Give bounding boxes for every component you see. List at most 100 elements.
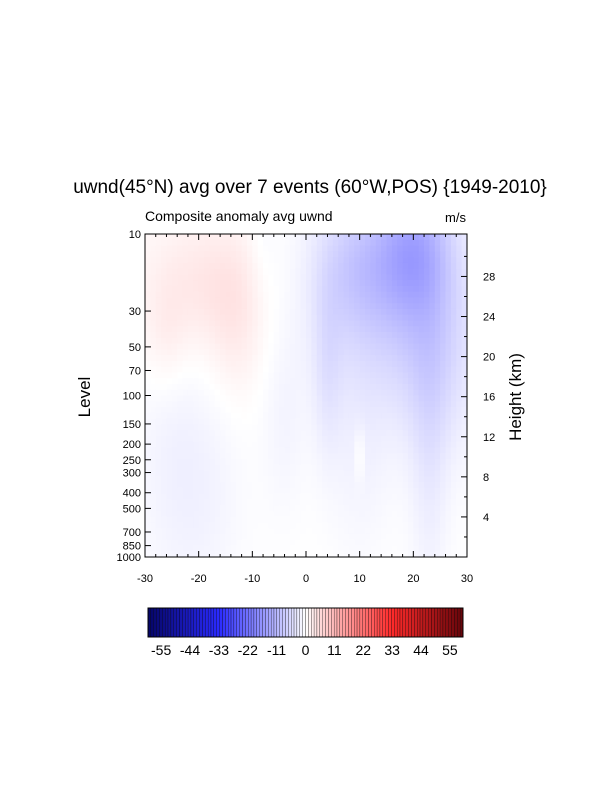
heatmap-cell [461, 545, 468, 552]
heatmap-cell [381, 262, 387, 270]
heatmap-cell [187, 522, 194, 529]
heatmap-cell [246, 280, 253, 287]
heatmap-cell [311, 297, 318, 304]
heatmap-cell [220, 528, 226, 535]
heatmap-cell [343, 280, 350, 287]
heatmap-cell [365, 337, 371, 344]
heatmap-cell [230, 528, 237, 535]
heatmap-cell [204, 395, 210, 402]
heatmap-cell [450, 487, 457, 494]
heatmap-cell [220, 320, 226, 327]
heatmap-cell [155, 285, 162, 293]
heatmap-cell [198, 482, 205, 489]
heatmap-cell [370, 262, 377, 270]
colorbar-swatch [228, 607, 232, 638]
heatmap-cell [220, 234, 226, 241]
heatmap-cell [220, 522, 226, 529]
heatmap-cell [220, 412, 226, 419]
heatmap-cell [440, 441, 446, 448]
heatmap-cell [407, 274, 414, 281]
heatmap-cell [391, 482, 398, 489]
heatmap-cell [263, 458, 269, 466]
heatmap-cell [327, 407, 334, 414]
heatmap-cell [279, 355, 285, 362]
heatmap-cell [354, 441, 361, 448]
heatmap-cell [461, 262, 468, 270]
heatmap-cell [354, 349, 361, 356]
heatmap-cell [145, 533, 151, 541]
heatmap-cell [177, 505, 183, 512]
heatmap-cell [434, 343, 441, 350]
heatmap-cell [391, 274, 398, 281]
heatmap-cell [370, 412, 377, 419]
colorbar-swatch [279, 607, 283, 638]
heatmap-cell [407, 337, 414, 344]
heatmap-cell [424, 234, 430, 241]
heatmap-cell [434, 522, 441, 529]
heatmap-cell [354, 505, 361, 512]
heatmap-cell [391, 522, 398, 529]
heatmap-cell [429, 308, 436, 316]
heatmap-cell [289, 545, 296, 552]
heatmap-cell [461, 366, 468, 373]
heatmap-cell [418, 245, 425, 252]
heatmap-cell [397, 297, 403, 304]
heatmap-cell [177, 522, 183, 529]
heatmap-cell [187, 458, 194, 466]
heatmap-cell [300, 360, 307, 368]
heatmap-cell [193, 476, 200, 483]
heatmap-cell [386, 343, 393, 350]
heatmap-cell [204, 372, 210, 379]
heatmap-cell [445, 539, 452, 546]
heatmap-cell [209, 251, 216, 258]
heatmap-cell [418, 274, 425, 281]
heatmap-cell [359, 528, 366, 535]
heatmap-cell [450, 458, 457, 466]
heatmap-cell [155, 528, 162, 535]
heatmap-cell [418, 533, 425, 541]
heatmap-cell [311, 383, 318, 391]
heatmap-cell [445, 441, 452, 448]
heatmap-cell [187, 378, 194, 385]
heatmap-cell [177, 239, 183, 246]
heatmap-cell [413, 389, 420, 396]
heatmap-cell [209, 378, 216, 385]
heatmap-cell [397, 482, 403, 489]
heatmap-cell [155, 262, 162, 270]
heatmap-cell [445, 234, 452, 241]
heatmap-cell [241, 326, 248, 333]
heatmap-cell [300, 308, 307, 316]
heatmap-cell [338, 487, 344, 494]
heatmap-cell [424, 470, 430, 477]
heatmap-cell [145, 280, 151, 287]
heatmap-cell [279, 234, 285, 241]
heatmap-cell [391, 435, 398, 443]
heatmap-cell [354, 366, 361, 373]
heatmap-cell [311, 453, 318, 460]
heatmap-cell [381, 476, 387, 483]
heatmap-cell [386, 412, 393, 419]
heatmap-cell [418, 308, 425, 316]
heatmap-cell [450, 355, 457, 362]
heatmap-cell [354, 522, 361, 529]
heatmap-cell [402, 528, 409, 535]
heatmap-cell [402, 424, 409, 431]
heatmap-cell [198, 245, 205, 252]
heatmap-cell [311, 545, 318, 552]
heatmap-cell [348, 510, 355, 518]
heatmap-cell [370, 453, 377, 460]
heatmap-cell [434, 383, 441, 391]
heatmap-cell [316, 545, 323, 552]
heatmap-cell [289, 332, 296, 339]
heatmap-cell [418, 470, 425, 477]
heatmap-cell [263, 314, 269, 321]
heatmap-cell [166, 430, 173, 437]
heatmap-cell [204, 516, 210, 523]
heatmap-cell [445, 245, 452, 252]
heatmap-cell [397, 533, 403, 541]
heatmap-cell [279, 239, 285, 246]
heatmap-cell [429, 332, 436, 339]
heatmap-cell [386, 257, 393, 264]
heatmap-cell [209, 274, 216, 281]
heatmap-cell [343, 274, 350, 281]
